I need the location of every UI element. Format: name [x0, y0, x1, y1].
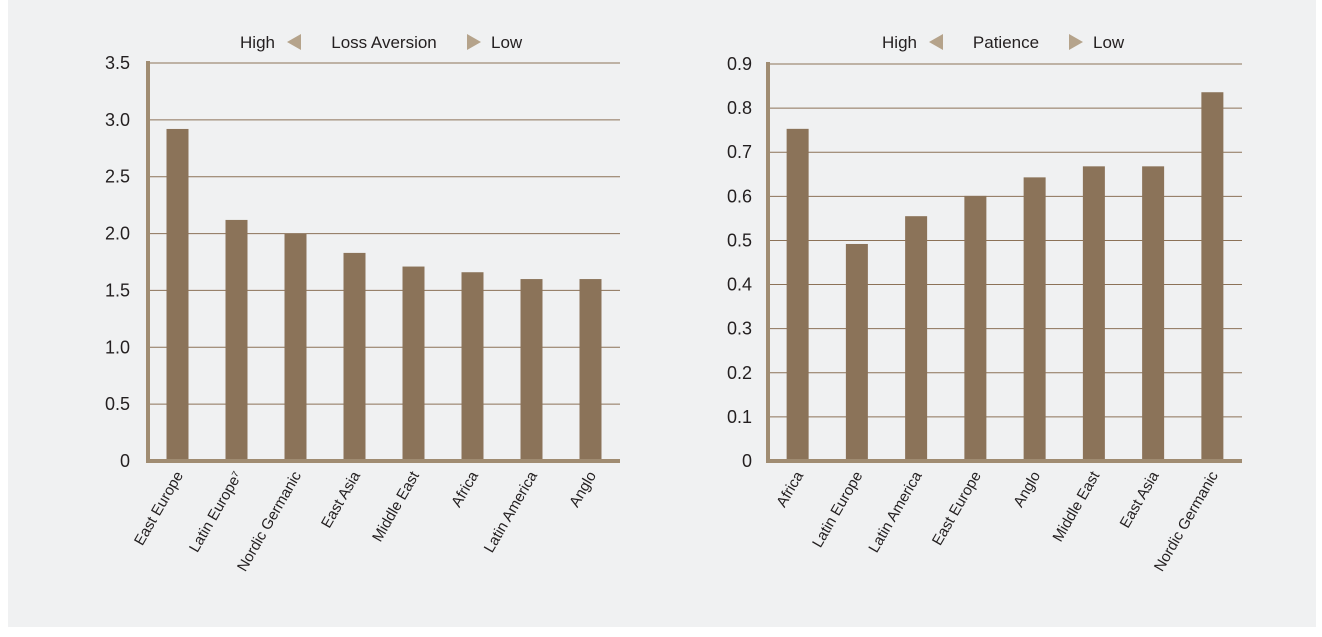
y-tick-label: 0.5 [105, 394, 130, 414]
y-tick-label: 2.5 [105, 167, 130, 187]
bar [905, 216, 928, 459]
y-tick-label: 0.5 [727, 230, 752, 250]
bar [786, 128, 809, 460]
arrow-right-icon [467, 34, 481, 50]
x-category-label: Anglo [566, 469, 600, 511]
x-category-label: East Europe [929, 469, 985, 549]
bar [964, 195, 987, 460]
bar [343, 252, 366, 459]
arrow-left-icon [287, 34, 301, 50]
x-category-label: Middle East [369, 468, 423, 545]
y-tick-label: 0.2 [727, 363, 752, 383]
bar [402, 266, 425, 459]
bar [225, 219, 248, 459]
arrow-right-icon [1069, 34, 1083, 50]
x-category-label: Middle East [1049, 468, 1103, 545]
legend-high-label: High [240, 33, 275, 52]
x-category-label: Latin Europe⁷ [186, 469, 246, 556]
bar [520, 279, 543, 459]
x-category-label: Nordic Germanic [1151, 468, 1222, 574]
y-tick-label: 3.5 [105, 53, 130, 73]
bar [1082, 166, 1105, 460]
x-category-label: Latin America [865, 468, 925, 556]
bar [845, 243, 868, 459]
x-category-label: Latin Europe [809, 469, 866, 551]
x-category-label: East Asia [1117, 468, 1163, 531]
bar [1142, 166, 1165, 460]
bar [284, 233, 307, 459]
legend-title: Loss Aversion [331, 33, 437, 52]
y-tick-label: 1.0 [105, 337, 130, 357]
y-tick-label: 0.8 [727, 98, 752, 118]
bar [1023, 177, 1046, 460]
y-tick-label: 0.7 [727, 142, 752, 162]
y-tick-label: 2.0 [105, 224, 130, 244]
x-category-label: Latin America [481, 468, 541, 556]
y-tick-label: 3.0 [105, 110, 130, 130]
x-category-label: Anglo [1010, 469, 1044, 511]
y-tick-label: 0.9 [727, 54, 752, 74]
y-tick-label: 0.4 [727, 275, 752, 295]
bar [1201, 92, 1224, 459]
x-category-label: Africa [448, 468, 482, 510]
bar [579, 279, 602, 459]
x-category-label: Africa [773, 468, 807, 510]
x-category-label: Nordic Germanic [234, 468, 305, 574]
y-tick-label: 0.3 [727, 319, 752, 339]
legend-low-label: Low [491, 33, 523, 52]
arrow-left-icon [929, 34, 943, 50]
legend-high-label: High [882, 33, 917, 52]
y-tick-label: 1.5 [105, 280, 130, 300]
y-tick-label: 0.1 [727, 407, 752, 427]
bar [461, 272, 484, 459]
x-category-label: East Asia [318, 468, 364, 531]
chart-1: 0 0.5 1.0 1.5 2.0 2.5 3.0 3.5 East Europe Latin E… [105, 33, 620, 574]
y-tick-label: 0 [120, 451, 130, 471]
bar [166, 128, 189, 459]
legend-title: Patience [973, 33, 1039, 52]
y-tick-label: 0 [742, 451, 752, 471]
y-tick-label: 0.6 [727, 186, 752, 206]
x-category-label: East Europe [131, 469, 187, 549]
legend-low-label: Low [1093, 33, 1125, 52]
